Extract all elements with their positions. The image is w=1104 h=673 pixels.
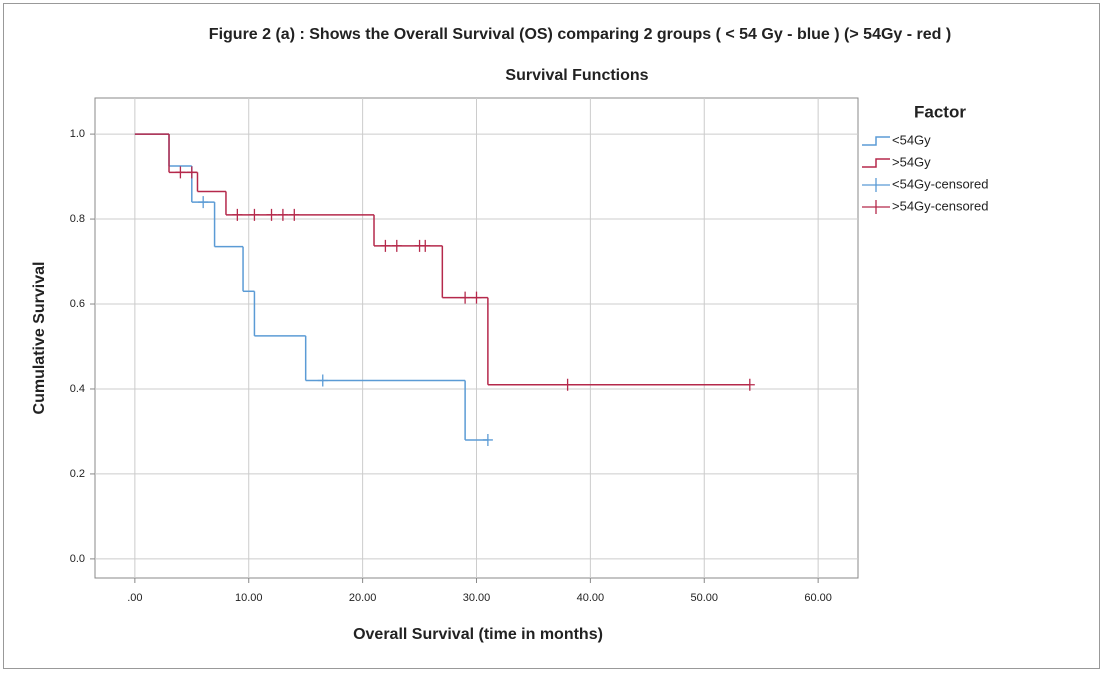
censor-mark bbox=[744, 378, 755, 391]
y-tick-label: 0.4 bbox=[70, 383, 85, 395]
legend-swatch bbox=[862, 158, 890, 168]
censor-mark bbox=[232, 208, 243, 221]
censor-mark bbox=[380, 239, 391, 252]
frame bbox=[3, 3, 1100, 669]
x-tick-label: 60.00 bbox=[804, 592, 832, 604]
y-axis-label: Cumulative Survival bbox=[31, 262, 48, 415]
chart-title: Figure 2 (a) : Shows the Overall Surviva… bbox=[209, 26, 951, 43]
legend-title: Factor bbox=[914, 102, 966, 121]
y-tick-label: 1.0 bbox=[70, 128, 85, 140]
legend-swatch bbox=[862, 178, 890, 192]
legend-swatch bbox=[862, 136, 890, 146]
censor-mark bbox=[266, 208, 277, 221]
censor-mark bbox=[289, 208, 300, 221]
x-tick-label: 40.00 bbox=[577, 592, 605, 604]
censor-mark bbox=[471, 291, 482, 304]
y-tick-label: 0.8 bbox=[70, 213, 85, 225]
censor-mark bbox=[277, 208, 288, 221]
censor-mark bbox=[198, 196, 209, 209]
x-tick-label: 50.00 bbox=[690, 592, 718, 604]
x-tick-label: 20.00 bbox=[349, 592, 377, 604]
y-tick-label: 0.2 bbox=[70, 468, 85, 480]
x-tick-label: 10.00 bbox=[235, 592, 263, 604]
censor-mark bbox=[186, 166, 197, 179]
legend-label: >54Gy-censored bbox=[892, 198, 988, 213]
x-axis-label: Overall Survival (time in months) bbox=[353, 626, 603, 643]
chart-subtitle: Survival Functions bbox=[505, 67, 648, 84]
censor-mark bbox=[420, 239, 431, 252]
censor-mark bbox=[391, 239, 402, 252]
censor-mark bbox=[482, 433, 493, 446]
legend-label: >54Gy bbox=[892, 154, 931, 169]
y-tick-label: 0.6 bbox=[70, 298, 85, 310]
censor-mark bbox=[562, 378, 573, 391]
censor-mark bbox=[460, 291, 471, 304]
legend-label: <54Gy bbox=[892, 132, 931, 147]
legend-swatch bbox=[862, 200, 890, 214]
legend-label: <54Gy-censored bbox=[892, 176, 988, 191]
x-tick-label: .00 bbox=[127, 592, 142, 604]
censor-mark bbox=[249, 208, 260, 221]
censor-mark bbox=[175, 166, 186, 179]
censor-mark bbox=[317, 374, 328, 387]
y-tick-label: 0.0 bbox=[70, 553, 85, 565]
x-tick-label: 30.00 bbox=[463, 592, 491, 604]
